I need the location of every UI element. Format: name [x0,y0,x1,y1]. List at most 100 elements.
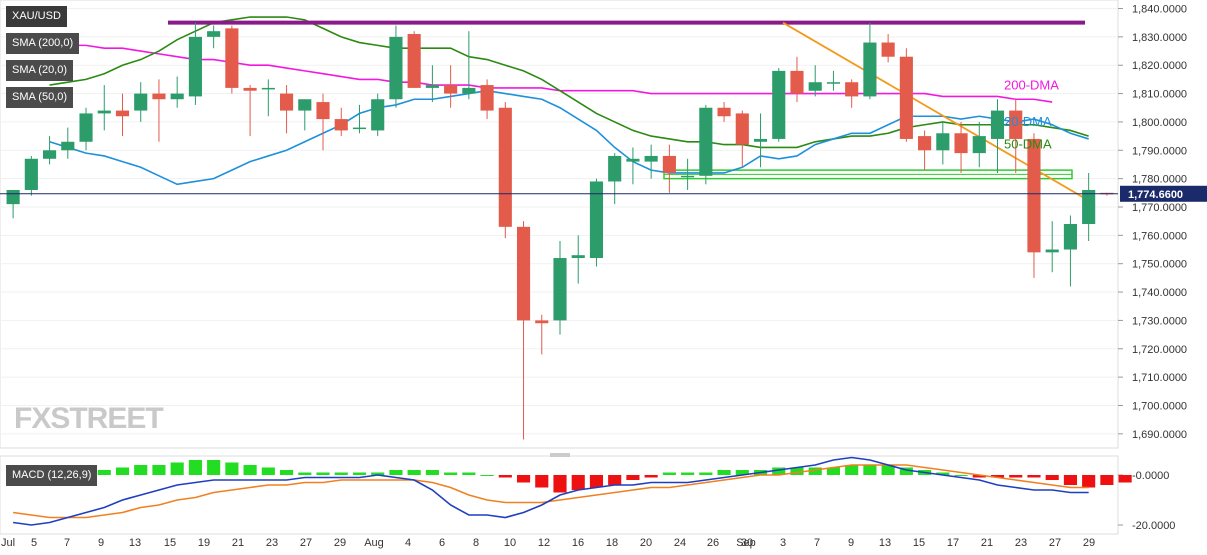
macd-hist-bar [735,470,749,475]
macd-hist-bar [681,472,695,475]
macd-hist-bar [845,465,859,475]
macd-hist-bar [334,472,348,475]
candle-body [261,87,275,90]
indicator-sma20-label[interactable]: SMA (20,0) [6,60,74,81]
candle-body [753,138,768,142]
macd-hist-bar [352,472,367,475]
candle-body [735,113,749,145]
macd-hist-bar [662,472,676,475]
x-tick-label: 13 [879,537,891,549]
x-tick-label: 8 [473,537,479,549]
macd-hist-bar [97,470,111,475]
candle-body [845,82,859,97]
macd-y-tick-label: -20.0000 [1132,520,1175,532]
candle-body [425,85,439,88]
x-tick-label: 23 [1015,537,1027,549]
symbol-label[interactable]: XAU/USD [6,6,67,27]
macd-hist-bar [717,470,731,475]
macd-hist-bar [1118,475,1132,483]
y-tick-label: 1,760.0000 [1132,230,1187,242]
x-tick-label: 18 [606,537,618,549]
macd-hist-bar [954,475,968,476]
macd-hist-bar [243,465,257,475]
indicator-sma200-label[interactable]: SMA (200,0) [6,33,80,54]
macd-hist-bar [553,475,567,493]
candle-body [389,36,403,100]
macd-hist-bar [316,472,330,475]
macd-line [13,456,1089,526]
candle-body [480,85,494,111]
candle-body [608,155,622,182]
macd-hist-bar [207,460,221,475]
macd-hist-bar [371,472,385,475]
candle-body [1027,138,1041,253]
candle-body [371,99,385,131]
macd-hist-bar [589,475,604,488]
macd-hist-bar [535,475,549,488]
x-tick-label: 24 [674,537,686,549]
y-tick-label: 1,840.0000 [1132,4,1187,16]
ma-annotation: 50-DMA [1004,137,1052,152]
y-tick-label: 1,790.0000 [1132,145,1187,157]
x-tick-label: 21 [981,537,993,549]
macd-hist-bar [808,467,822,475]
candle-body [61,141,75,151]
candle-body [24,158,38,190]
candle-body [334,119,348,131]
macd-hist-bar [425,470,439,475]
macd-hist-bar [772,467,786,475]
macd-hist-bar [881,465,895,475]
sma20-line [49,89,1089,186]
x-tick-label: 4 [405,537,411,549]
x-tick-label: 5 [31,537,37,549]
candle-body [535,320,549,324]
panel-resize-handle [550,453,570,457]
candle-body [699,107,713,176]
candle-body [826,82,841,84]
macd-hist-bar [188,460,202,475]
candle-body [863,42,877,97]
x-tick-label: 20 [640,537,652,549]
macd-hist-bar [1082,475,1096,488]
candle-body [918,136,932,151]
macd-hist-bar [1027,475,1041,478]
macd-hist-bar [626,475,640,480]
candle-body [298,99,312,111]
macd-hist-bar [389,470,403,475]
macd-hist-bar [279,470,294,475]
sma200-line [12,36,1053,103]
x-tick-label: 29 [1083,537,1095,549]
y-tick-label: 1,800.0000 [1132,117,1187,129]
candle-body [626,158,640,162]
candle-body [407,34,421,88]
x-tick-label: 10 [504,537,516,549]
candle-body [808,82,822,91]
x-tick-label: 29 [334,537,346,549]
y-tick-label: 1,690.0000 [1132,429,1187,441]
x-tick-label: Sep [736,537,756,549]
macd-hist-bar [407,470,421,475]
watermark-logo: FXSTREET [14,402,163,435]
x-tick-label: 27 [300,537,312,549]
x-tick-label: 21 [232,537,244,549]
macd-hist-bar [972,475,986,478]
indicator-sma50-label[interactable]: SMA (50,0) [6,87,74,108]
candle-body [152,93,166,100]
x-tick-label: Jul [1,537,15,549]
x-tick-label: 3 [780,537,786,549]
macd-hist-bar [1100,475,1114,485]
y-tick-label: 1,750.0000 [1132,259,1187,271]
ma-annotation: 20-DMA [1004,114,1052,129]
macd-hist-bar [1045,475,1059,480]
x-tick-label: Aug [364,537,384,549]
candle-body [516,226,531,321]
macd-label[interactable]: MACD (12,26,9) [6,465,98,486]
macd-hist-bar [790,467,804,475]
macd-hist-bar [261,467,275,475]
candle-body [954,133,968,154]
y-tick-label: 1,740.0000 [1132,287,1187,299]
macd-hist-bar [936,472,950,475]
x-tick-label: 6 [439,537,445,549]
ma-annotation: 200-DMA [1004,78,1059,93]
